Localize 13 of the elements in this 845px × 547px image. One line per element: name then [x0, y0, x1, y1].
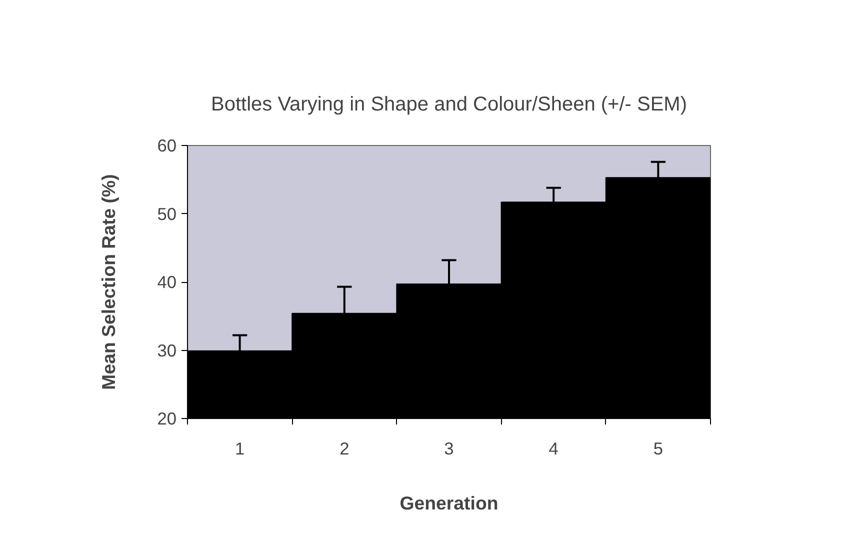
y-tick-label: 60: [157, 136, 177, 156]
x-tick-label: 3: [444, 438, 454, 458]
x-axis-title: Generation: [400, 492, 498, 514]
y-axis-title: Mean Selection Rate (%): [98, 174, 120, 390]
x-tick-label: 2: [340, 438, 350, 458]
y-tick-label: 40: [157, 272, 177, 292]
x-tick-label: 5: [653, 438, 664, 458]
x-tick-label: 1: [234, 438, 245, 458]
y-tick-label: 50: [157, 204, 177, 224]
y-tick-label: 30: [157, 340, 177, 360]
y-tick-label: 20: [157, 408, 177, 428]
chart-title: Bottles Varying in Shape and Colour/Sheen (+/- SEM): [211, 94, 687, 116]
x-tick-label: 4: [548, 438, 559, 458]
